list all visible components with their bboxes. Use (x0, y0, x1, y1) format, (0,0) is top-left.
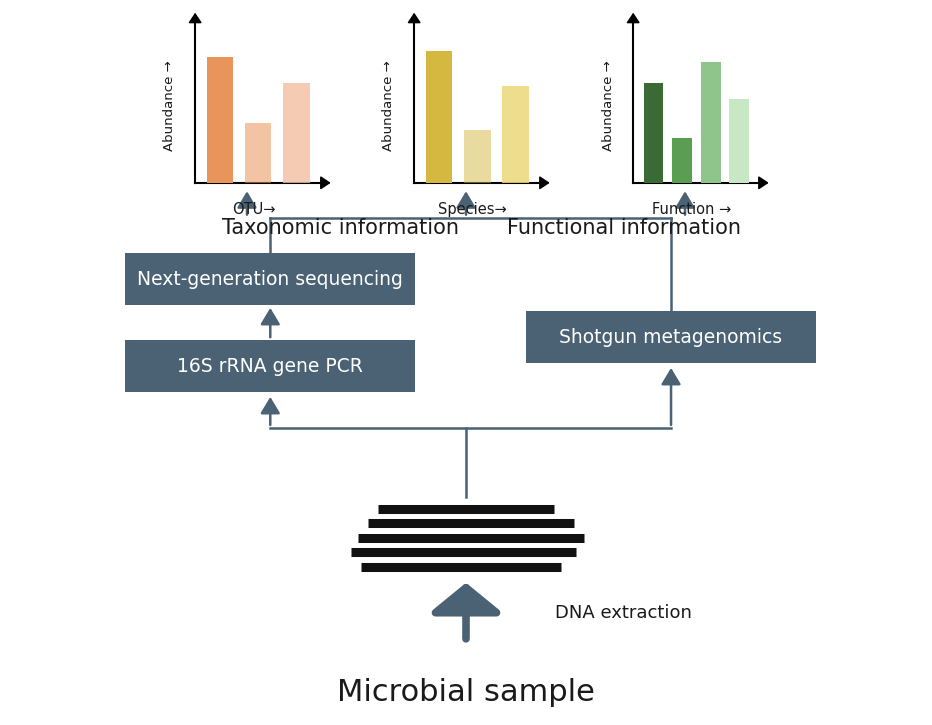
FancyBboxPatch shape (125, 340, 416, 392)
Text: Abundance →: Abundance → (163, 59, 176, 151)
Text: Species→: Species→ (438, 202, 507, 217)
Text: 16S rRNA gene PCR: 16S rRNA gene PCR (177, 357, 363, 376)
Bar (245, 123, 271, 183)
Text: Abundance →: Abundance → (601, 59, 614, 151)
Text: Microbial sample: Microbial sample (337, 678, 595, 707)
Text: Abundance →: Abundance → (382, 59, 395, 151)
Bar (283, 83, 309, 183)
Bar (207, 57, 233, 183)
Text: Next-generation sequencing: Next-generation sequencing (137, 270, 404, 289)
Bar (643, 83, 664, 183)
Bar (426, 51, 452, 183)
FancyBboxPatch shape (125, 253, 416, 305)
Bar (464, 130, 490, 183)
Bar (672, 138, 692, 183)
Text: Functional information: Functional information (507, 218, 742, 239)
Text: Function →: Function → (651, 202, 731, 217)
Bar (502, 86, 528, 183)
Text: Taxonomic information: Taxonomic information (222, 218, 459, 239)
Bar (730, 99, 749, 183)
Text: DNA extraction: DNA extraction (555, 604, 692, 621)
FancyBboxPatch shape (526, 311, 816, 363)
Text: OTU→: OTU→ (232, 202, 275, 217)
Text: Shotgun metagenomics: Shotgun metagenomics (559, 328, 783, 347)
Bar (701, 62, 720, 183)
